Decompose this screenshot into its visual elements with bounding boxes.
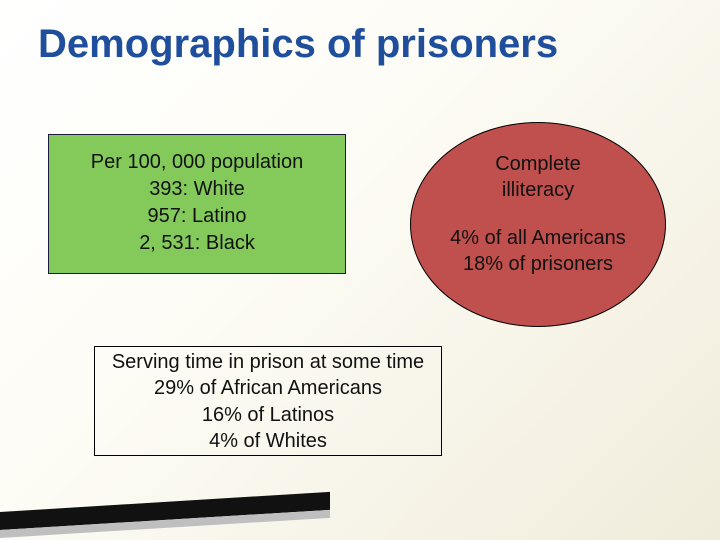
serving-header: Serving time in prison at some time [95, 349, 441, 375]
population-box: Per 100, 000 population 393: White 957: … [48, 134, 346, 274]
population-black: 2, 531: Black [49, 230, 345, 257]
illiteracy-prisoners: 18% of prisoners [411, 251, 665, 277]
population-header: Per 100, 000 population [49, 149, 345, 176]
slide-title: Demographics of prisoners [38, 22, 558, 67]
population-white: 393: White [49, 176, 345, 203]
illiteracy-ellipse: Complete illiteracy 4% of all Americans … [410, 122, 666, 327]
accent-decoration [0, 495, 330, 540]
serving-african-americans: 29% of African Americans [95, 375, 441, 401]
population-latino: 957: Latino [49, 203, 345, 230]
illiteracy-americans: 4% of all Americans [411, 225, 665, 251]
serving-whites: 4% of Whites [95, 428, 441, 454]
illiteracy-header-2: illiteracy [411, 177, 665, 203]
illiteracy-header-1: Complete [411, 151, 665, 177]
serving-latinos: 16% of Latinos [95, 402, 441, 428]
serving-box: Serving time in prison at some time 29% … [94, 346, 442, 456]
